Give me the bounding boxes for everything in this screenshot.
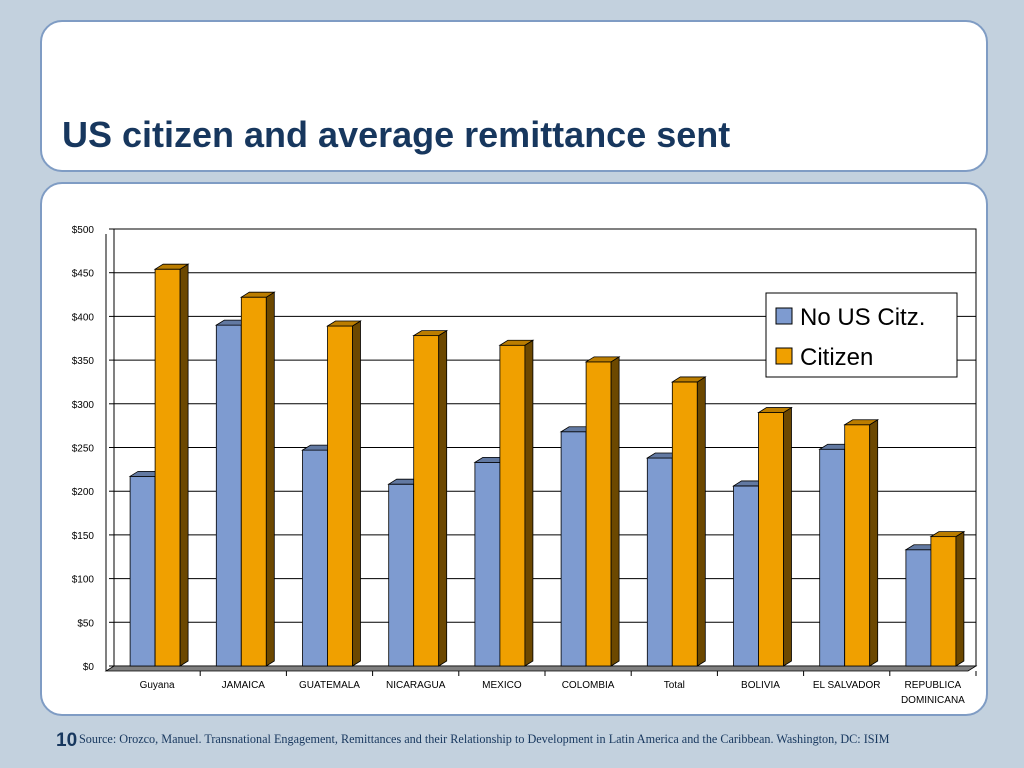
bar-front <box>154 268 181 667</box>
y-tick-label: $250 <box>72 444 95 455</box>
bar-top <box>326 320 362 327</box>
y-tick-label: $0 <box>83 662 95 673</box>
x-tick-label: JAMAICA <box>222 680 266 691</box>
bar-front <box>215 324 242 667</box>
bar-top <box>498 339 535 346</box>
legend-box <box>765 292 958 378</box>
y-tick-label: $50 <box>77 618 94 629</box>
legend-label: No US Citz. <box>800 304 925 331</box>
legend-swatch <box>775 347 793 365</box>
page-number: 10 <box>56 730 78 751</box>
bar <box>757 406 793 667</box>
bar-front <box>930 536 957 667</box>
y-tick-label: $450 <box>72 269 95 280</box>
legend: No US Citz. Citizen <box>765 292 958 378</box>
x-tick-label: MEXICO <box>482 680 522 691</box>
bar-front <box>327 325 353 667</box>
bar-side <box>783 406 792 667</box>
bar-front <box>758 412 784 667</box>
y-tick-label: $100 <box>72 575 95 586</box>
bar-front <box>240 296 267 667</box>
bar-front <box>474 461 501 667</box>
bar <box>239 291 276 667</box>
bar-front <box>302 449 328 667</box>
bar-front <box>905 549 932 667</box>
bar-top <box>843 419 880 426</box>
legend-swatch <box>775 307 793 325</box>
y-tick-label: $150 <box>72 531 95 542</box>
bar-front <box>585 361 612 667</box>
x-tick-label: GUATEMALA <box>299 680 360 691</box>
x-tick-label: Total <box>664 680 685 691</box>
bar <box>412 329 449 667</box>
bar-top <box>153 263 190 270</box>
y-tick-label: $400 <box>72 312 95 323</box>
bar-side <box>179 263 189 667</box>
bar-front <box>819 448 846 667</box>
bar-top <box>239 291 276 298</box>
bar <box>326 320 362 667</box>
bar-front <box>671 381 698 667</box>
title-panel: US citizen and average remittance sent <box>40 20 988 172</box>
bar-side <box>524 339 534 667</box>
bar-side <box>352 320 361 667</box>
x-tick-label: REPUBLICA DOMINICANA <box>901 680 965 706</box>
source-note: Source: Orozco, Manuel. Transnational En… <box>79 732 890 746</box>
y-tick-label: $200 <box>72 487 95 498</box>
bar-side <box>438 329 448 667</box>
bar-front <box>560 431 587 667</box>
bar-front <box>646 457 673 667</box>
bar-front <box>733 485 759 667</box>
bar-top <box>757 407 793 413</box>
chart-floor <box>104 665 978 672</box>
x-tick-label: COLOMBIA <box>562 680 615 691</box>
bar-front <box>388 483 415 667</box>
bar <box>498 339 535 667</box>
bar <box>584 356 621 667</box>
bar <box>153 263 190 667</box>
x-tick-label: BOLIVIA <box>741 680 780 691</box>
bar-top <box>670 376 707 383</box>
bar-side <box>265 291 275 667</box>
slide-title: US citizen and average remittance sent <box>62 114 731 155</box>
y-tick-label: $300 <box>72 400 95 411</box>
bar <box>929 530 966 667</box>
bar <box>843 419 880 667</box>
bar-side <box>610 356 620 667</box>
bar-side <box>869 419 879 667</box>
x-tick-label: EL SALVADOR <box>813 680 881 691</box>
x-tick-label: NICARAGUA <box>386 680 446 691</box>
x-tick-label: Guyana <box>140 680 175 691</box>
bar-front <box>499 344 526 667</box>
bar-front <box>413 335 440 667</box>
y-tick-label: $500 <box>72 225 95 236</box>
legend-label: Citizen <box>800 344 873 371</box>
bar <box>670 376 707 667</box>
bar-side <box>955 530 965 667</box>
bar-top <box>584 356 621 363</box>
bar-side <box>696 376 706 667</box>
bar-front <box>844 424 871 667</box>
y-tick-label: $350 <box>72 356 95 367</box>
bar-front <box>129 475 156 667</box>
bar-top <box>412 330 449 337</box>
bar-top <box>929 531 966 538</box>
